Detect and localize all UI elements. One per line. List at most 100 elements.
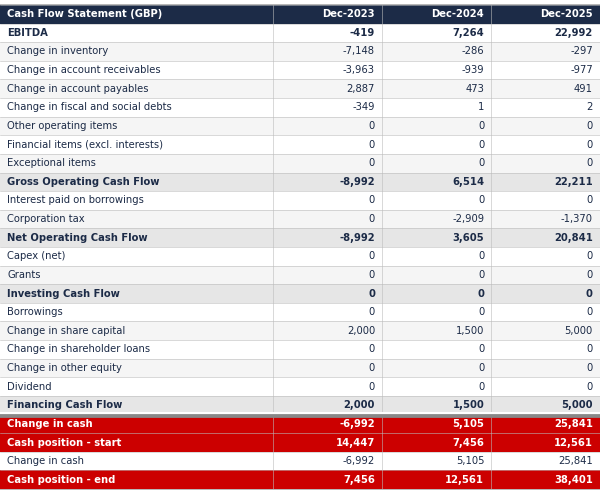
Text: 0: 0	[478, 121, 484, 131]
Text: 5,000: 5,000	[565, 326, 593, 336]
Text: -2,909: -2,909	[452, 214, 484, 224]
Text: Grants: Grants	[7, 270, 41, 280]
Bar	[0, 98, 600, 117]
Text: 38,401: 38,401	[554, 475, 593, 485]
Bar	[0, 303, 600, 322]
Text: 0: 0	[587, 196, 593, 206]
Text: 0: 0	[369, 363, 375, 373]
Text: Capex (net): Capex (net)	[7, 251, 65, 261]
Text: -3,963: -3,963	[343, 65, 375, 75]
Text: -286: -286	[461, 46, 484, 56]
Text: -939: -939	[461, 65, 484, 75]
Text: Change in cash: Change in cash	[7, 419, 93, 429]
Text: Investing Cash Flow: Investing Cash Flow	[7, 288, 120, 298]
Text: 0: 0	[587, 344, 593, 354]
Text: 25,841: 25,841	[558, 456, 593, 466]
Bar	[0, 191, 600, 210]
Bar	[0, 42, 600, 61]
Text: Change in account payables: Change in account payables	[7, 83, 149, 94]
Text: 6,514: 6,514	[452, 177, 484, 187]
Text: 12,561: 12,561	[445, 475, 484, 485]
Text: Dec-2025: Dec-2025	[540, 9, 593, 19]
Bar	[0, 414, 600, 433]
Text: 0: 0	[369, 251, 375, 261]
Text: 0: 0	[478, 382, 484, 392]
Text: Dec-2024: Dec-2024	[431, 9, 484, 19]
Text: 491: 491	[574, 83, 593, 94]
Text: 0: 0	[369, 344, 375, 354]
Text: Financial items (excl. interests): Financial items (excl. interests)	[7, 140, 163, 150]
Text: 3,605: 3,605	[452, 233, 484, 243]
Text: 12,561: 12,561	[554, 438, 593, 448]
Text: 2,887: 2,887	[347, 83, 375, 94]
Text: 0: 0	[478, 307, 484, 317]
Text: 0: 0	[478, 344, 484, 354]
Bar	[0, 24, 600, 42]
Text: -8,992: -8,992	[340, 233, 375, 243]
Text: 2: 2	[586, 102, 593, 112]
Text: 0: 0	[587, 251, 593, 261]
Text: Gross Operating Cash Flow: Gross Operating Cash Flow	[7, 177, 160, 187]
Text: 25,841: 25,841	[554, 419, 593, 429]
Text: Dec-2023: Dec-2023	[323, 9, 375, 19]
Text: 7,264: 7,264	[452, 28, 484, 38]
Bar	[0, 266, 600, 284]
Text: Cash position - end: Cash position - end	[7, 475, 116, 485]
Text: 0: 0	[368, 288, 375, 298]
Text: 7,456: 7,456	[343, 475, 375, 485]
Text: 0: 0	[478, 140, 484, 150]
Text: 0: 0	[587, 307, 593, 317]
Bar	[0, 247, 600, 266]
Text: Change in shareholder loans: Change in shareholder loans	[7, 344, 151, 354]
Text: 0: 0	[478, 363, 484, 373]
Text: -297: -297	[570, 46, 593, 56]
Bar	[0, 452, 600, 470]
Bar	[0, 80, 600, 98]
Text: -419: -419	[350, 28, 375, 38]
Text: 0: 0	[478, 288, 484, 298]
Text: 7,456: 7,456	[452, 438, 484, 448]
Bar	[0, 135, 600, 154]
Text: 0: 0	[369, 270, 375, 280]
Text: Change in account receivables: Change in account receivables	[7, 65, 161, 75]
Text: 0: 0	[478, 196, 484, 206]
Text: Change in other equity: Change in other equity	[7, 363, 122, 373]
Text: Change in cash: Change in cash	[7, 456, 84, 466]
Text: 14,447: 14,447	[336, 438, 375, 448]
Text: -1,370: -1,370	[561, 214, 593, 224]
Text: 0: 0	[369, 307, 375, 317]
Bar	[0, 61, 600, 80]
Bar	[0, 210, 600, 228]
Text: 22,211: 22,211	[554, 177, 593, 187]
Bar	[0, 284, 600, 303]
Text: 0: 0	[478, 251, 484, 261]
Text: 0: 0	[478, 270, 484, 280]
Text: 2,000: 2,000	[347, 326, 375, 336]
Bar	[0, 433, 600, 452]
Text: 0: 0	[478, 158, 484, 168]
Text: 0: 0	[587, 121, 593, 131]
Text: 22,992: 22,992	[554, 28, 593, 38]
Bar	[0, 228, 600, 247]
Text: 473: 473	[466, 83, 484, 94]
Text: 1,500: 1,500	[452, 400, 484, 411]
Text: -7,148: -7,148	[343, 46, 375, 56]
Bar	[0, 412, 600, 417]
Text: 1,500: 1,500	[456, 326, 484, 336]
Bar	[0, 340, 600, 359]
Bar	[0, 359, 600, 377]
Bar	[0, 377, 600, 396]
Text: -349: -349	[353, 102, 375, 112]
Bar	[0, 172, 600, 191]
Text: 5,000: 5,000	[562, 400, 593, 411]
Bar	[0, 470, 600, 489]
Text: 0: 0	[587, 158, 593, 168]
Text: 5,105: 5,105	[456, 456, 484, 466]
Text: Change in fiscal and social debts: Change in fiscal and social debts	[7, 102, 172, 112]
Text: 0: 0	[369, 382, 375, 392]
Text: Cash Flow Statement (GBP): Cash Flow Statement (GBP)	[7, 9, 163, 19]
Text: Net Operating Cash Flow: Net Operating Cash Flow	[7, 233, 148, 243]
Text: 0: 0	[586, 288, 593, 298]
Text: -6,992: -6,992	[343, 456, 375, 466]
Text: -977: -977	[570, 65, 593, 75]
